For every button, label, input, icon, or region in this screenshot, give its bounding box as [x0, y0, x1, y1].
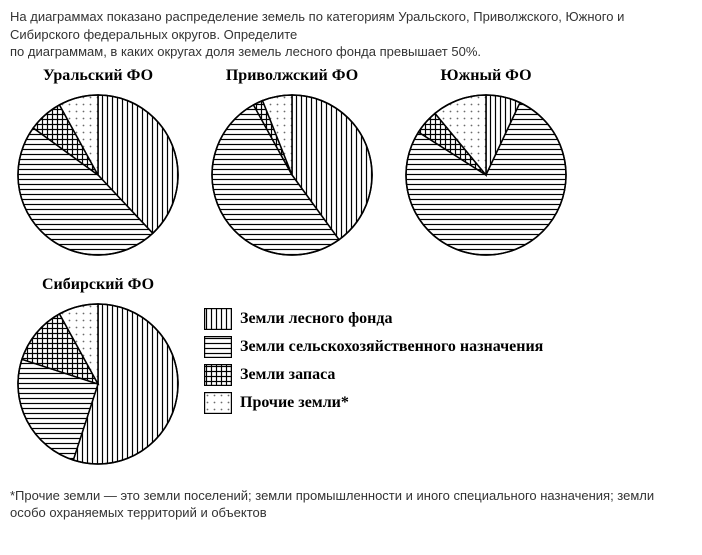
charts-row-1: Уральский ФО Приволжский ФО Южный ФО [10, 67, 692, 268]
problem-text: На диаграммах показано распределение зем… [10, 8, 692, 61]
charts-row-2: Сибирский ФО Земли лесного фонда Земли с… [10, 276, 692, 477]
intro-line: На диаграммах показано распределение зем… [10, 8, 692, 43]
chart-ural: Уральский ФО [10, 67, 186, 268]
pie-chart [10, 296, 186, 477]
legend-item-reserve: Земли запаса [204, 364, 543, 386]
legend-item-agri: Земли сельскохозяйственного назначения [204, 336, 543, 358]
legend-swatch [204, 364, 232, 386]
chart-title: Уральский ФО [10, 67, 186, 85]
pie-chart [10, 87, 186, 268]
legend-label: Земли лесного фонда [240, 310, 392, 328]
legend-swatch [204, 392, 232, 414]
legend-item-other: Прочие земли* [204, 392, 543, 414]
chart-title: Южный ФО [398, 67, 574, 85]
legend-label: Земли запаса [240, 366, 335, 384]
legend-swatch [204, 336, 232, 358]
chart-sibirsky: Сибирский ФО [10, 276, 186, 477]
chart-privolzhsky: Приволжский ФО [204, 67, 380, 268]
footnote-line: *Прочие земли — это земли поселений; зем… [10, 488, 654, 521]
legend: Земли лесного фонда Земли сельскохозяйст… [204, 302, 543, 420]
chart-title: Сибирский ФО [10, 276, 186, 294]
intro-line: по диаграммам, в каких округах доля земе… [10, 43, 692, 61]
legend-item-forest: Земли лесного фонда [204, 308, 543, 330]
footnote: *Прочие земли — это земли поселений; зем… [10, 487, 692, 522]
chart-title: Приволжский ФО [204, 67, 380, 85]
chart-yuzhny: Южный ФО [398, 67, 574, 268]
legend-label: Земли сельскохозяйственного назначения [240, 338, 543, 356]
legend-label: Прочие земли* [240, 394, 349, 412]
legend-swatch [204, 308, 232, 330]
pie-chart [398, 87, 574, 268]
pie-chart [204, 87, 380, 268]
